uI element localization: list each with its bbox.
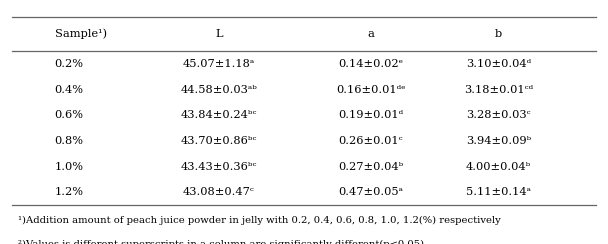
Text: 0.47±0.05ᵃ: 0.47±0.05ᵃ [339,187,403,197]
Text: 0.16±0.01ᵈᵉ: 0.16±0.01ᵈᵉ [336,85,406,95]
Text: 1.0%: 1.0% [55,162,84,172]
Text: 3.10±0.04ᵈ: 3.10±0.04ᵈ [466,59,531,69]
Text: L: L [215,29,223,39]
Text: 0.6%: 0.6% [55,110,84,120]
Text: 0.14±0.02ᵉ: 0.14±0.02ᵉ [339,59,403,69]
Text: 0.8%: 0.8% [55,136,84,146]
Text: 3.28±0.03ᶜ: 3.28±0.03ᶜ [466,110,531,120]
Text: Sample¹): Sample¹) [55,29,107,40]
Text: 4.00±0.04ᵇ: 4.00±0.04ᵇ [466,162,531,172]
Text: 0.27±0.04ᵇ: 0.27±0.04ᵇ [338,162,404,172]
Text: a: a [367,29,375,39]
Text: 0.2%: 0.2% [55,59,84,69]
Text: 43.43±0.36ᵇᶜ: 43.43±0.36ᵇᶜ [181,162,257,172]
Text: 0.4%: 0.4% [55,85,84,95]
Text: 43.84±0.24ᵇᶜ: 43.84±0.24ᵇᶜ [181,110,257,120]
Text: 5.11±0.14ᵃ: 5.11±0.14ᵃ [466,187,531,197]
Text: 0.26±0.01ᶜ: 0.26±0.01ᶜ [339,136,403,146]
Text: 1.2%: 1.2% [55,187,84,197]
Text: 3.94±0.09ᵇ: 3.94±0.09ᵇ [466,136,531,146]
Text: ²)Values is different superscripts in a column are significantly different(p<0.0: ²)Values is different superscripts in a … [18,240,427,244]
Text: 45.07±1.18ᵃ: 45.07±1.18ᵃ [183,59,255,69]
Text: 43.08±0.47ᶜ: 43.08±0.47ᶜ [183,187,255,197]
Text: 0.19±0.01ᵈ: 0.19±0.01ᵈ [338,110,404,120]
Text: 44.58±0.03ᵃᵇ: 44.58±0.03ᵃᵇ [181,85,257,95]
Text: 43.70±0.86ᵇᶜ: 43.70±0.86ᵇᶜ [181,136,257,146]
Text: 3.18±0.01ᶜᵈ: 3.18±0.01ᶜᵈ [464,85,533,95]
Text: ¹)Addition amount of peach juice powder in jelly with 0.2, 0.4, 0.6, 0.8, 1.0, 1: ¹)Addition amount of peach juice powder … [18,216,501,225]
Text: b: b [495,29,502,39]
